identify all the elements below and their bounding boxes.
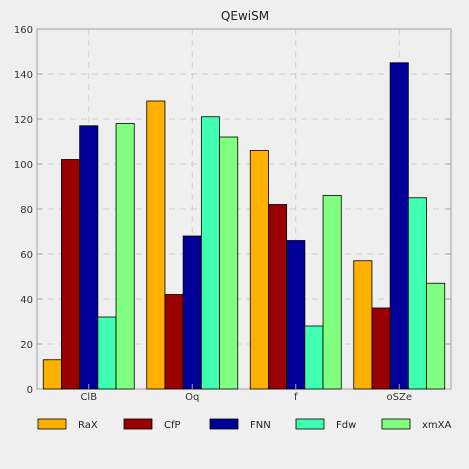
x-axis-ticks: ClB Oq f oSZe	[80, 384, 412, 403]
bar-Fdw-Oq	[200, 116, 220, 390]
x-tick-label: ClB	[80, 392, 97, 403]
legend-label-RaX: RaX	[78, 420, 98, 431]
legend-label-FNN: FNN	[250, 420, 271, 431]
x-tick-label: Oq	[185, 392, 199, 403]
legend-swatch-Fdw	[295, 418, 325, 430]
legend-swatch-CfP	[123, 418, 153, 430]
bar-RaX-Oq	[146, 100, 166, 390]
legend-swatch-FNN	[209, 418, 239, 430]
bar-CfP-Oq	[164, 294, 184, 390]
y-tick-label: 100	[14, 160, 33, 171]
legend-swatch-xmXA	[381, 418, 411, 430]
bar-RaX-f	[249, 150, 269, 390]
bar-CfP-ClB	[61, 159, 81, 390]
bar-xmXA-ClB	[115, 123, 135, 390]
bar-RaX-oSZe	[353, 260, 373, 390]
bar-xmXA-oSZe	[426, 282, 446, 390]
bar-FNN-Oq	[182, 235, 202, 390]
x-tick-label: oSZe	[387, 392, 412, 403]
y-tick-label: 80	[20, 205, 33, 216]
bar-xmXA-Oq	[219, 136, 239, 390]
bar-FNN-oSZe	[389, 62, 409, 390]
legend: RaX CfP FNN Fdw xmXA	[37, 418, 452, 431]
bar-FNN-ClB	[79, 125, 99, 390]
y-tick-label: 140	[14, 70, 33, 81]
legend-label-xmXA: xmXA	[422, 420, 452, 431]
bar-Fdw-oSZe	[407, 197, 427, 390]
chart-title: QEwiSM	[221, 9, 269, 23]
bar-CfP-f	[268, 204, 288, 390]
y-tick-label: 60	[20, 250, 33, 261]
bars	[42, 62, 446, 390]
bar-Fdw-ClB	[97, 316, 117, 390]
bar-Fdw-f	[304, 325, 324, 390]
bar-xmXA-f	[322, 195, 342, 390]
y-tick-label: 120	[14, 115, 33, 126]
y-tick-label: 0	[27, 385, 33, 396]
legend-swatch-RaX	[37, 418, 67, 430]
legend-label-CfP: CfP	[164, 420, 181, 431]
y-tick-label: 40	[20, 295, 33, 306]
bar-FNN-f	[286, 240, 306, 390]
bar-RaX-ClB	[42, 359, 62, 390]
x-tick-label: f	[294, 392, 298, 403]
y-axis-ticks: 0 20 40 60 80 100 120 140 160	[14, 25, 451, 396]
y-tick-label: 160	[14, 25, 33, 36]
legend-label-Fdw: Fdw	[336, 420, 356, 431]
y-tick-label: 20	[20, 340, 33, 351]
bar-CfP-oSZe	[371, 307, 391, 390]
